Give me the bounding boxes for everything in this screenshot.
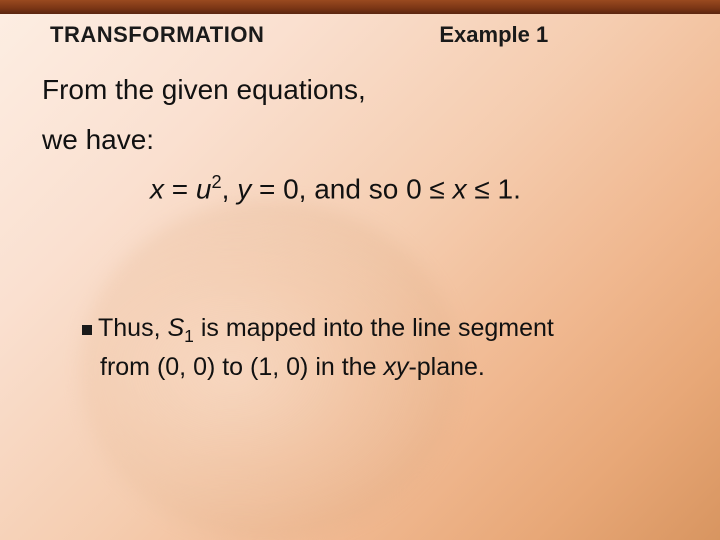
equation-line: x = u2, y = 0, and so 0 ≤ x ≤ 1.: [150, 172, 521, 205]
var-x-2: x: [453, 173, 467, 204]
header-row: TRANSFORMATION Example 1: [50, 22, 670, 48]
var-x: x: [150, 173, 164, 204]
bullet-text-1: is mapped into the line segment: [194, 314, 554, 342]
bullet-text-2b: -plane.: [408, 353, 484, 381]
eq-end: ≤ 1.: [467, 173, 521, 204]
bullet-item: Thus, S1 is mapped into the line segment…: [82, 310, 670, 386]
exponent: 2: [212, 172, 222, 192]
subscript-1: 1: [184, 326, 194, 346]
body-line-2: we have:: [42, 118, 680, 161]
slide: TRANSFORMATION Example 1 From the given …: [0, 0, 720, 540]
var-u: u: [196, 173, 212, 204]
eq-text: =: [164, 173, 196, 204]
square-bullet-icon: [82, 325, 92, 335]
eq-mid: ,: [222, 173, 238, 204]
bullet-line-2: from (0, 0) to (1, 0) in the xy-plane.: [100, 349, 670, 385]
bullet-line-1: Thus, S1 is mapped into the line segment: [82, 310, 670, 349]
var-S: S: [167, 314, 184, 342]
bullet-lead: Thus,: [98, 314, 167, 342]
bullet-text-2a: from (0, 0) to (1, 0) in the: [100, 353, 383, 381]
section-title: TRANSFORMATION: [50, 22, 264, 48]
eq-text-2: = 0, and so 0 ≤: [251, 173, 452, 204]
top-accent-bar: [0, 0, 720, 14]
body-line-1: From the given equations,: [42, 68, 680, 111]
var-xy: xy: [383, 353, 408, 381]
example-label: Example 1: [439, 22, 548, 48]
var-y: y: [237, 173, 251, 204]
